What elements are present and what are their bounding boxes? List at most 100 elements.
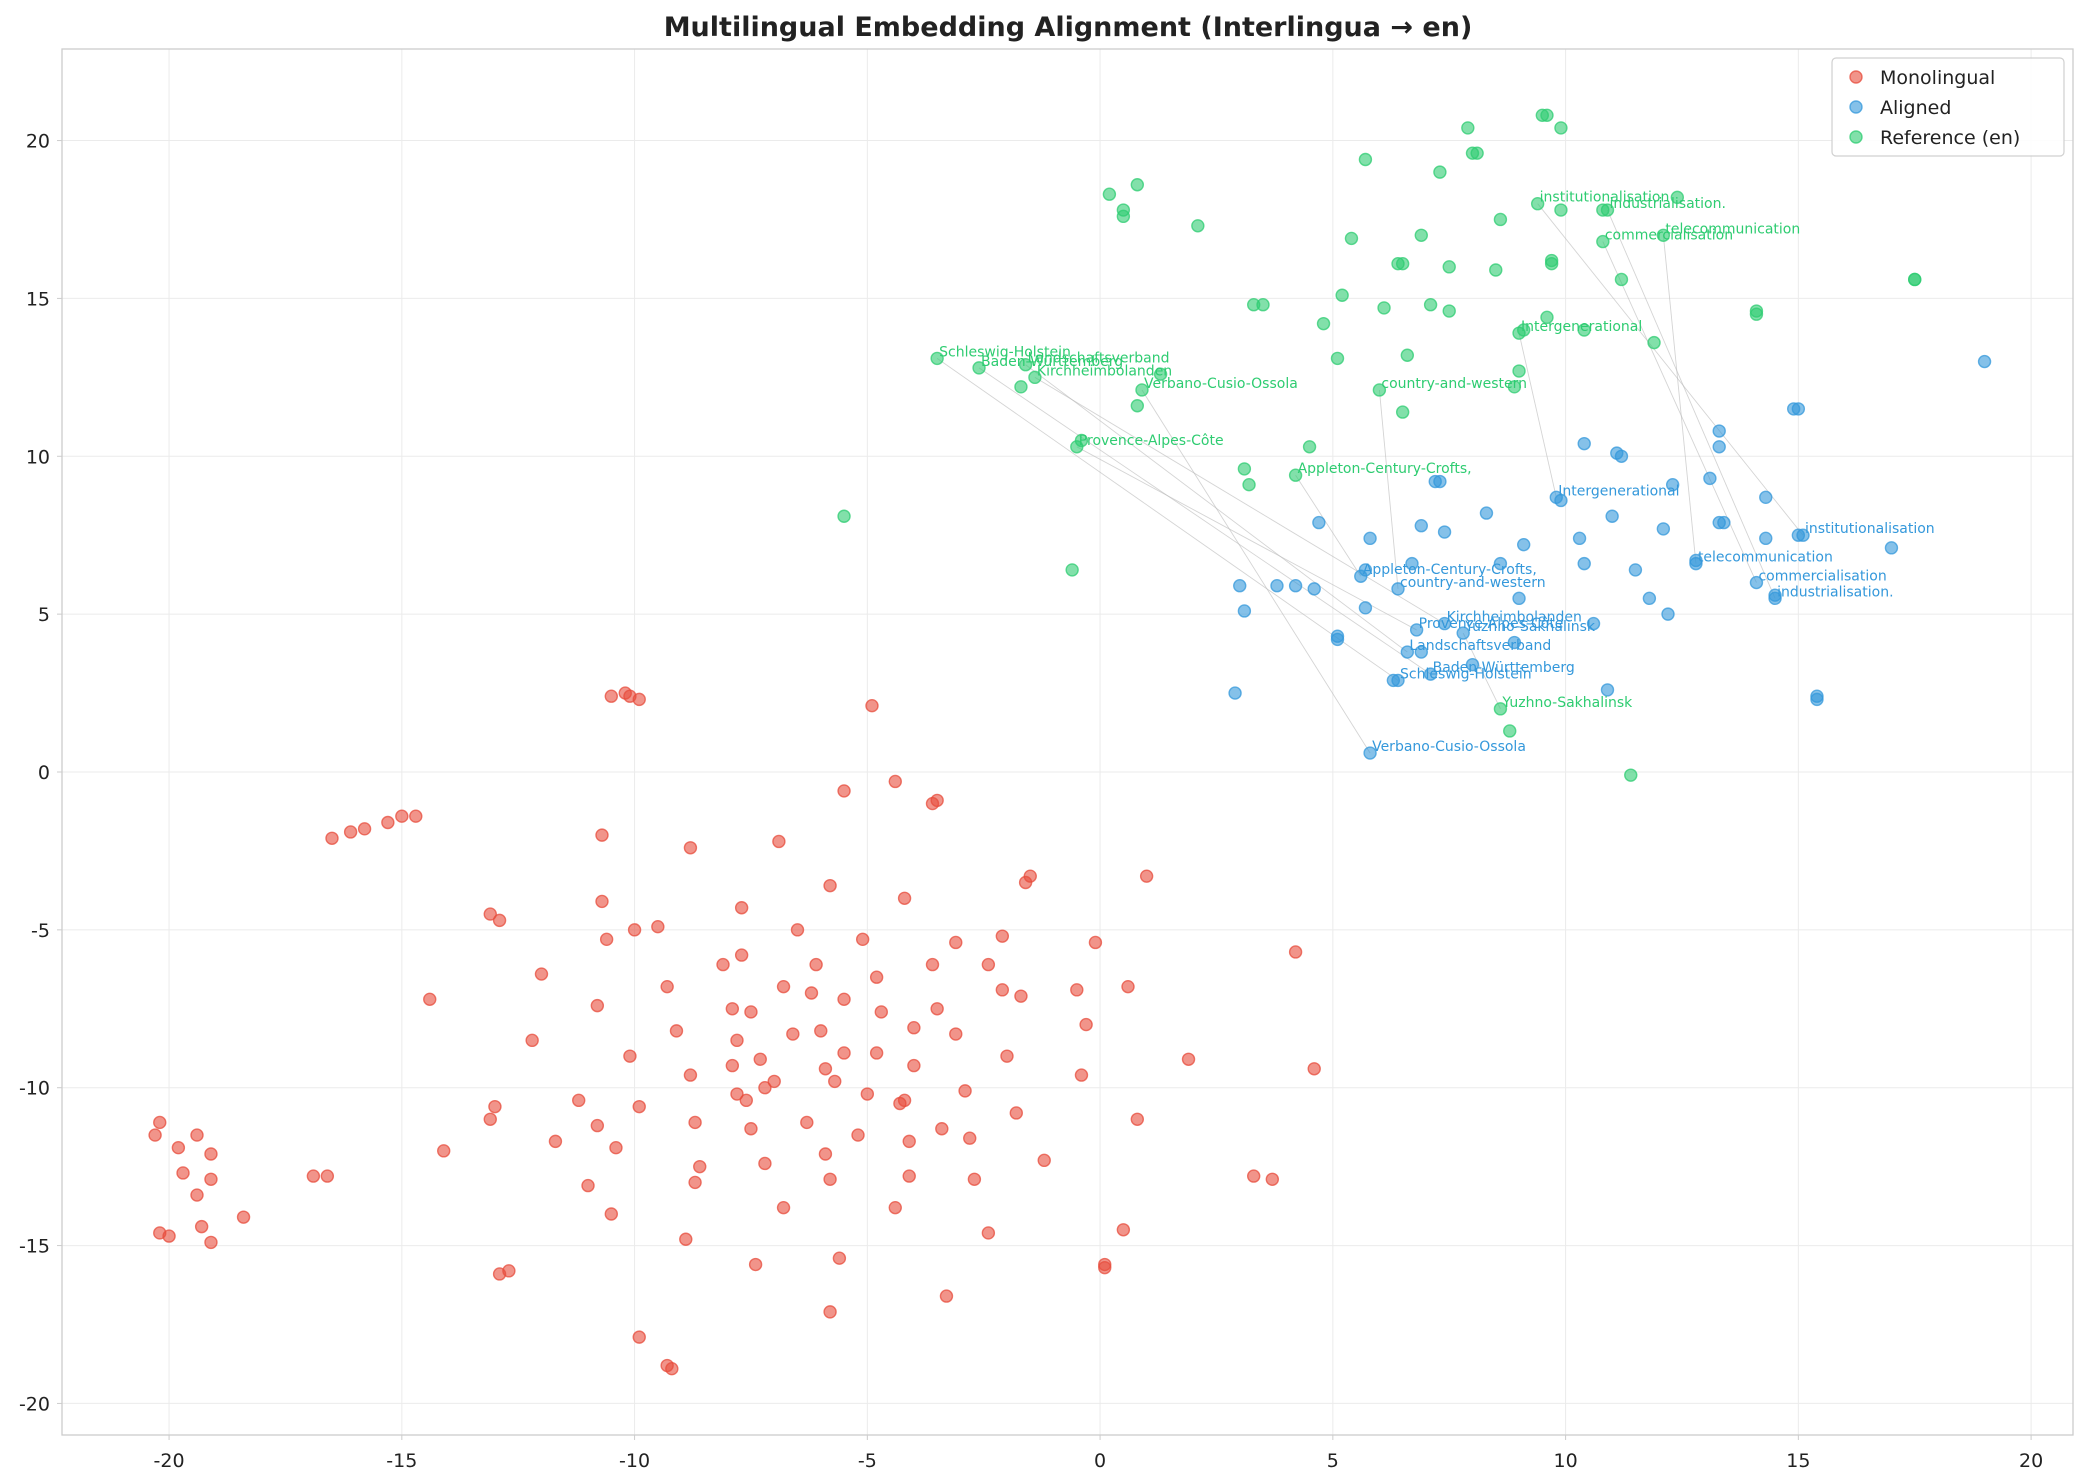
data-point — [1358, 563, 1373, 577]
data-point — [572, 1093, 586, 1108]
data-point — [1544, 256, 1559, 271]
aligned-label: country-and-western — [1400, 575, 1546, 591]
alignment-connector — [936, 358, 1399, 681]
data-point — [1712, 424, 1726, 438]
data-point — [1372, 383, 1387, 397]
data-point — [343, 825, 358, 839]
data-point — [1363, 746, 1377, 760]
data-point — [776, 1200, 791, 1215]
data-point — [1070, 983, 1084, 997]
reference-label: industrialisation. — [1609, 196, 1725, 212]
data-point — [1009, 1106, 1023, 1120]
data-point — [1335, 288, 1349, 302]
x-tick-label: -10 — [619, 1450, 650, 1472]
x-tick-label: -5 — [858, 1450, 877, 1472]
data-point — [730, 1033, 744, 1048]
data-point — [1977, 354, 1992, 369]
data-point — [1130, 399, 1145, 413]
data-point — [823, 878, 837, 893]
data-point — [632, 1330, 646, 1344]
y-tick-label: -5 — [31, 920, 50, 942]
data-point — [1237, 604, 1252, 618]
data-point — [409, 809, 423, 823]
data-point — [599, 932, 614, 947]
data-point — [758, 1081, 772, 1095]
alignment-connector — [1602, 241, 1757, 583]
reference-label: institutionalisation — [1540, 190, 1670, 206]
data-point — [1768, 588, 1782, 602]
data-point — [907, 1058, 921, 1073]
data-point — [1023, 869, 1037, 883]
data-point — [930, 793, 944, 808]
data-point — [888, 1200, 902, 1215]
x-tick-label: 0 — [1094, 1450, 1106, 1472]
y-tick-label: -10 — [19, 1078, 50, 1100]
alignment-connector — [1076, 446, 1417, 631]
data-point — [804, 986, 819, 1000]
y-axis-ticks: -20 -15 -10 -5 0 5 10 15 20 — [19, 131, 62, 1415]
data-point — [1540, 310, 1554, 325]
data-point — [171, 1140, 186, 1155]
data-point — [730, 1087, 744, 1101]
alignment-connector — [1034, 376, 1445, 624]
data-point — [357, 822, 372, 836]
data-point — [683, 1068, 698, 1082]
data-point — [902, 1134, 916, 1149]
legend-entry: Monolingual — [1880, 67, 1995, 89]
data-point — [1135, 383, 1149, 397]
data-point — [865, 698, 879, 713]
data-point — [609, 1140, 623, 1155]
data-point — [1074, 1068, 1089, 1082]
data-point — [1516, 537, 1531, 552]
data-point — [1470, 146, 1484, 160]
data-point — [1074, 433, 1089, 448]
data-point — [1302, 440, 1317, 454]
data-point — [739, 1093, 753, 1108]
data-point — [632, 1099, 646, 1114]
data-point — [525, 1033, 539, 1048]
data-point — [1796, 528, 1810, 542]
alignment-connector — [1141, 389, 1371, 754]
data-point — [688, 1175, 702, 1190]
data-point — [772, 834, 786, 849]
data-point — [1605, 509, 1619, 523]
data-point — [734, 948, 749, 962]
data-point — [1191, 219, 1205, 233]
data-point — [1247, 1169, 1261, 1183]
x-axis-ticks: -20 -15 -10 -5 0 5 10 15 20 — [154, 1435, 2043, 1472]
data-point — [623, 1049, 637, 1063]
reference-label: commercialisation — [1605, 228, 1733, 244]
alignment-connector — [1518, 333, 1557, 498]
aligned-label: Baden-Württemberg — [1433, 660, 1575, 676]
data-point — [935, 1122, 949, 1136]
data-point — [907, 1021, 921, 1035]
data-point — [823, 1305, 837, 1319]
data-point — [1330, 629, 1345, 643]
alignment-connector — [1607, 209, 1776, 599]
data-point — [897, 1093, 912, 1108]
data-point — [1516, 323, 1531, 337]
data-point — [581, 1178, 595, 1193]
grid — [62, 49, 2073, 1435]
data-point — [1116, 209, 1131, 224]
data-point — [790, 923, 805, 937]
data-point — [869, 970, 884, 984]
data-point — [534, 967, 549, 981]
alignment-connector — [1378, 389, 1399, 589]
reference-label: Yuzhno-Sakhalinsk — [1501, 695, 1633, 711]
data-point — [1577, 323, 1591, 337]
data-point — [1409, 623, 1424, 637]
data-point — [1098, 1260, 1112, 1275]
reference-label: Schleswig-Holstein — [939, 344, 1071, 360]
data-point — [306, 1169, 321, 1183]
data-point — [1600, 203, 1615, 217]
data-point — [1014, 380, 1028, 394]
data-point — [1358, 601, 1373, 615]
data-point — [488, 1099, 502, 1114]
data-point — [925, 957, 940, 972]
data-point — [194, 1219, 209, 1234]
reference-label: Baden-Württemberg — [981, 354, 1123, 370]
data-point — [972, 361, 986, 375]
data-point — [828, 1074, 842, 1089]
data-point — [1153, 367, 1168, 381]
